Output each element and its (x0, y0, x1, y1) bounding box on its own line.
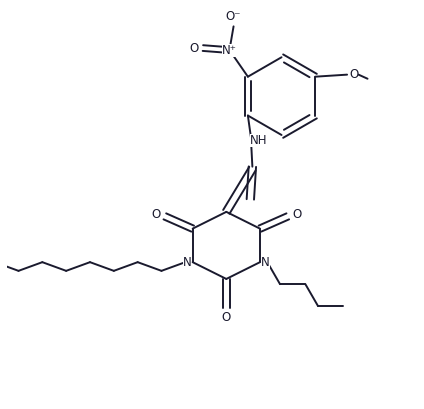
Text: N: N (261, 256, 270, 269)
Text: O: O (292, 208, 301, 221)
Text: O⁻: O⁻ (226, 10, 241, 22)
Text: N: N (183, 256, 191, 269)
Text: NH: NH (250, 135, 267, 147)
Text: O: O (189, 42, 198, 54)
Text: O: O (151, 208, 160, 221)
Text: O: O (222, 311, 231, 324)
Text: O: O (349, 68, 358, 81)
Text: N⁺: N⁺ (222, 44, 237, 56)
